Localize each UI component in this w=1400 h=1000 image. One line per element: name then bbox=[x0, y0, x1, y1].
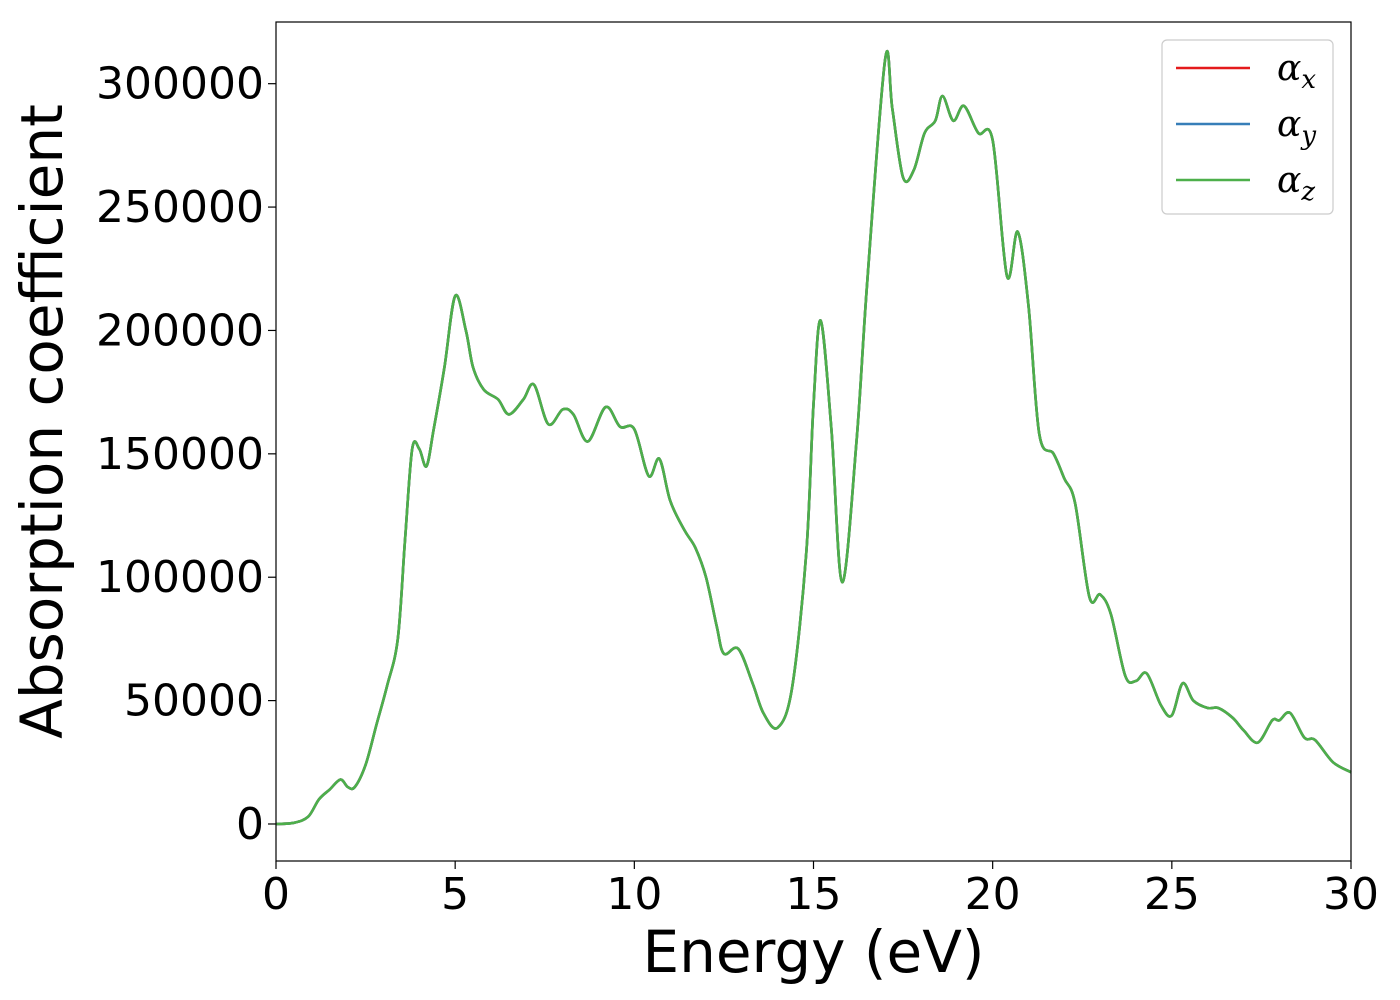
x-tick-label: 10 bbox=[606, 869, 662, 920]
x-tick-label: 15 bbox=[786, 869, 842, 920]
y-tick-label: 0 bbox=[236, 799, 264, 850]
x-tick-label: 20 bbox=[965, 869, 1021, 920]
legend: αx αy αz bbox=[1161, 39, 1334, 215]
x-tick-label: 30 bbox=[1323, 869, 1379, 920]
series-line-alpha-z bbox=[275, 49, 1352, 826]
x-tick-label: 0 bbox=[262, 869, 290, 920]
y-axis: 0 50000 100000 150000 200000 250000 300000 bbox=[96, 59, 276, 850]
x-tick-label: 25 bbox=[1144, 869, 1200, 920]
legend-label: αy bbox=[1277, 104, 1316, 151]
legend-label: αz bbox=[1277, 160, 1315, 207]
y-tick-label: 100000 bbox=[96, 552, 264, 603]
x-tick-label: 5 bbox=[441, 869, 469, 920]
y-tick-label: 150000 bbox=[96, 429, 264, 480]
legend-box bbox=[1161, 39, 1334, 215]
series-layer bbox=[275, 49, 1352, 826]
y-axis-title: Absorption coefficient bbox=[8, 104, 76, 739]
x-axis: 0 5 10 15 20 25 30 bbox=[262, 861, 1379, 920]
y-tick-label: 50000 bbox=[124, 676, 264, 727]
x-axis-title: Energy (eV) bbox=[642, 918, 984, 986]
y-tick-label: 250000 bbox=[96, 182, 264, 233]
y-tick-label: 200000 bbox=[96, 305, 264, 356]
y-tick-label: 300000 bbox=[96, 59, 264, 110]
legend-label: αx bbox=[1277, 48, 1316, 95]
